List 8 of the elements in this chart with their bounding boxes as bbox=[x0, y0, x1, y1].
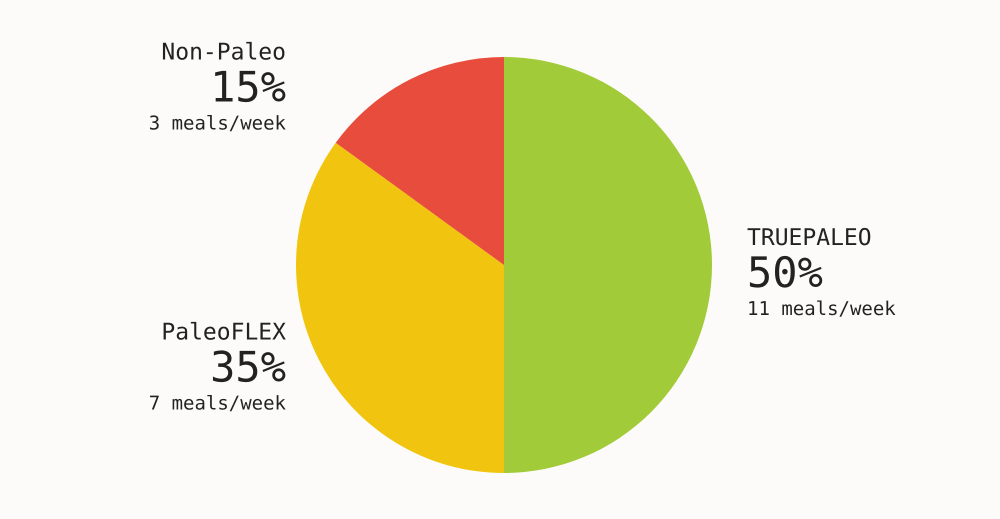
data-label: 50% bbox=[747, 248, 823, 297]
pie-slice bbox=[336, 57, 504, 265]
slice-label: TRUEPALEO bbox=[747, 225, 872, 251]
pie-slice bbox=[296, 142, 504, 473]
text: 11 meals/week bbox=[747, 298, 896, 320]
text: 7 meals/week bbox=[148, 392, 286, 414]
pie-slice bbox=[504, 57, 712, 473]
text: 3 meals/week bbox=[148, 112, 286, 135]
